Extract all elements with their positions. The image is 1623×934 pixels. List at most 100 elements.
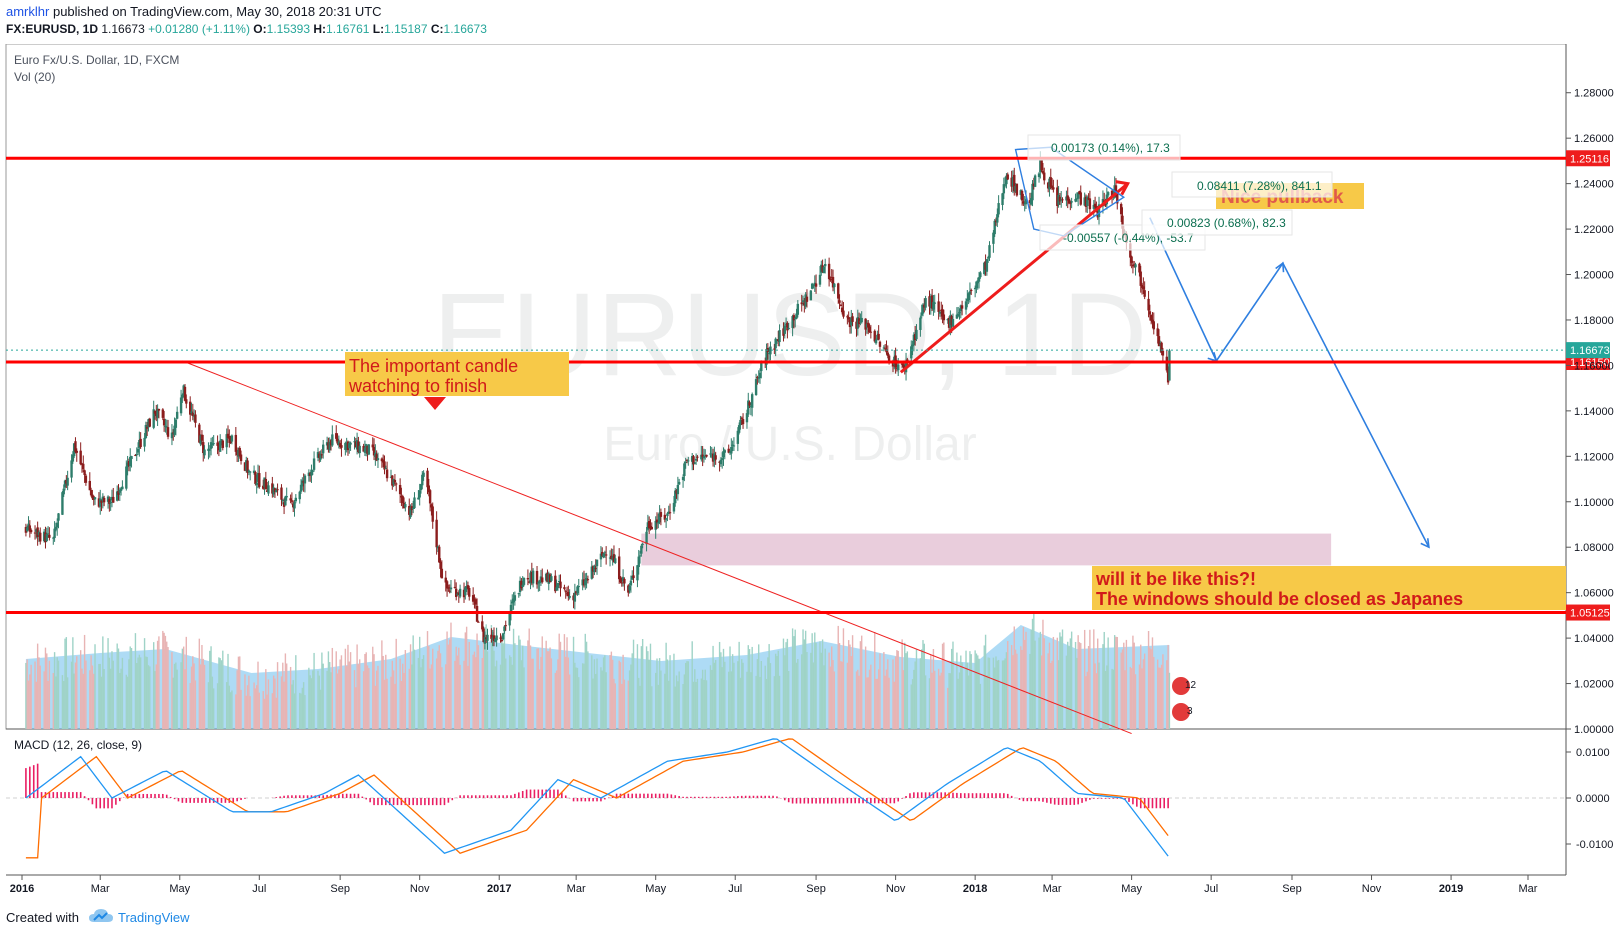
- candle-body: [307, 472, 311, 477]
- candle-body: [520, 580, 523, 589]
- candle-body: [135, 454, 138, 456]
- candle-body: [955, 314, 959, 319]
- annotation-forecast[interactable]: will it be like this?! The windows shoul…: [1092, 566, 1566, 610]
- candle-body: [199, 435, 202, 445]
- measurement-1[interactable]: 0.00173 (0.14%), 17.3: [1027, 134, 1181, 161]
- candle-body: [292, 503, 295, 508]
- candle-body: [565, 593, 569, 595]
- candle-body: [1075, 198, 1079, 200]
- footer: Created with TradingView: [0, 900, 1623, 934]
- candle-body: [1106, 192, 1110, 196]
- candle-body: [1166, 370, 1170, 383]
- candle-body: [82, 463, 85, 470]
- candle-body: [949, 315, 952, 328]
- candle-body: [136, 449, 140, 453]
- candle-body: [263, 477, 266, 488]
- tradingview-link[interactable]: TradingView: [118, 910, 190, 925]
- event-badge-1[interactable]: 12: [1170, 675, 1197, 697]
- candle-body: [621, 577, 625, 582]
- candle-body: [109, 502, 112, 504]
- candle-body: [638, 555, 642, 557]
- publish-header: amrklhr published on TradingView.com, Ma…: [0, 0, 1623, 52]
- candle-body: [604, 554, 608, 556]
- candle-body: [444, 577, 447, 583]
- candle-body: [693, 462, 697, 464]
- annotation-important-candle[interactable]: The important candle watching to finish: [345, 352, 569, 410]
- candle-body: [877, 333, 880, 340]
- candle-body: [72, 443, 76, 457]
- time-tick-label: Mar: [1043, 883, 1062, 895]
- candle-body: [207, 448, 210, 451]
- drawings-layer: [182, 146, 1430, 735]
- candle-body: [760, 363, 763, 372]
- candle-body: [513, 595, 517, 601]
- high-value: 1.16761: [326, 22, 370, 36]
- candle-body: [627, 585, 630, 593]
- measurement-3[interactable]: 0.00823 (0.68%), 82.3: [1141, 209, 1293, 236]
- event-badge-2[interactable]: 3: [1170, 701, 1193, 723]
- candle-body: [106, 496, 110, 502]
- candle-body: [389, 476, 393, 478]
- candle-body: [130, 456, 133, 460]
- chart-area[interactable]: EURUSD, 1D Euro / U.S. Dollar Euro Fx/U.…: [0, 43, 1623, 900]
- candle-body: [813, 282, 816, 287]
- candle-body: [100, 500, 103, 503]
- price-tick-label: 1.22000: [1574, 224, 1614, 236]
- candle-body: [1159, 344, 1162, 346]
- candle-body: [611, 556, 614, 561]
- candle-body: [891, 362, 895, 367]
- candle-body: [791, 316, 794, 328]
- candle-body: [1074, 198, 1077, 202]
- chart-svg[interactable]: EURUSD, 1D Euro / U.S. Dollar Euro Fx/U.…: [0, 43, 1623, 900]
- candle-body: [229, 438, 232, 444]
- candle-body: [402, 502, 406, 509]
- level-label: 1.16150: [1570, 357, 1610, 369]
- measurement-2[interactable]: 0.08411 (7.28%), 841.1: [1171, 171, 1333, 198]
- candle-body: [792, 315, 796, 321]
- candle-body: [730, 447, 733, 454]
- annotation-line-2: watching to finish: [348, 376, 487, 396]
- tradingview-cloud-icon[interactable]: [88, 908, 114, 924]
- candle-body: [183, 386, 187, 401]
- candle-body: [713, 453, 716, 461]
- event-count: 12: [1185, 680, 1197, 691]
- candle-body: [449, 587, 453, 590]
- candle-body: [573, 592, 577, 602]
- author-link[interactable]: amrklhr: [6, 4, 50, 19]
- candle-body: [997, 203, 1000, 215]
- candle-body: [311, 470, 314, 472]
- candle-body: [1011, 176, 1015, 187]
- candle-body: [220, 439, 223, 441]
- candle-body: [812, 285, 815, 287]
- candle-body: [235, 450, 239, 456]
- candle-body: [883, 347, 887, 349]
- price-change: +0.01280 (+1.11%): [148, 22, 250, 36]
- candle-body: [804, 294, 807, 307]
- candle-body: [466, 585, 470, 589]
- candle-body: [316, 452, 320, 458]
- candle-body: [572, 595, 575, 601]
- candle-body: [581, 579, 584, 586]
- candle-body: [645, 531, 648, 545]
- candle-body: [161, 409, 165, 418]
- candle-body: [617, 556, 621, 580]
- level-label: 1.05125: [1570, 608, 1610, 620]
- candle-body: [723, 450, 726, 453]
- candle-body: [473, 599, 476, 601]
- candle-body: [243, 462, 247, 471]
- candle-body: [777, 339, 780, 342]
- candle-body: [555, 587, 558, 591]
- candle-body: [663, 514, 667, 520]
- candle-body: [115, 491, 119, 501]
- candle-body: [946, 319, 949, 321]
- candle-body: [568, 596, 571, 598]
- candle-body: [591, 566, 595, 572]
- candle-body: [584, 580, 587, 586]
- candle-body: [175, 411, 179, 419]
- candle-body: [846, 316, 849, 318]
- macd-line: [25, 738, 1169, 857]
- candle-body: [838, 300, 841, 303]
- candle-body: [366, 445, 369, 454]
- candle-body: [1103, 200, 1106, 202]
- candle-body: [714, 455, 717, 460]
